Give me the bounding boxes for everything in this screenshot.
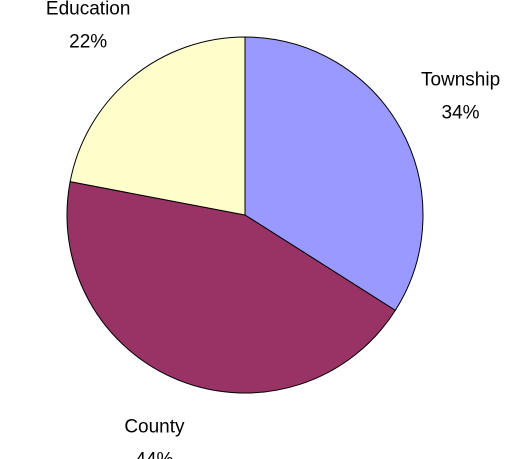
- slice-label: County: [124, 417, 185, 438]
- pie-slice: [244, 36, 424, 312]
- pie-slice: [66, 181, 396, 394]
- pie-slice: [69, 36, 246, 216]
- slice-label: Education: [46, 0, 131, 19]
- slice-label: Township: [421, 70, 500, 91]
- slice-value-label: 34%: [442, 103, 480, 124]
- slice-value-label: 44%: [135, 450, 173, 459]
- slice-value-label: 22%: [69, 31, 107, 52]
